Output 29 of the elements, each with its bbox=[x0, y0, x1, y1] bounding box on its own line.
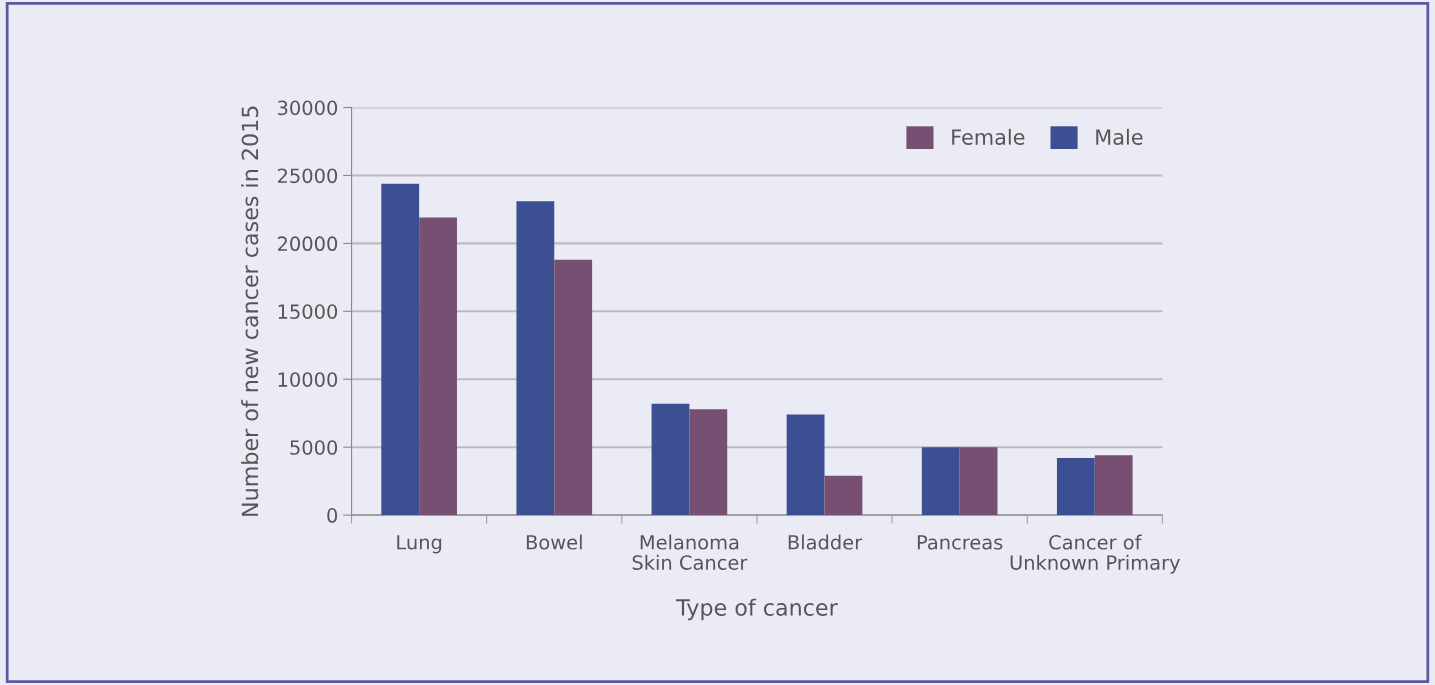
bar bbox=[381, 183, 420, 516]
bar bbox=[824, 475, 863, 516]
bar bbox=[651, 403, 690, 516]
x-tick-label: Lung bbox=[397, 535, 442, 554]
bar bbox=[1094, 455, 1133, 516]
bar bbox=[419, 217, 457, 516]
y-tick-label: 30000 bbox=[278, 100, 338, 116]
y-tick-label: 25000 bbox=[277, 168, 338, 184]
x-axis-title: Type of cancer bbox=[676, 598, 838, 621]
bar bbox=[1056, 458, 1095, 516]
y-tick-label: 20000 bbox=[277, 236, 338, 252]
y-axis-title: Number of new cancer cases in 2015 bbox=[241, 106, 259, 516]
x-tick-label: Bowel bbox=[526, 534, 582, 550]
x-tick-label: Bladder bbox=[788, 534, 863, 550]
bar bbox=[921, 447, 960, 516]
legend-label: Male bbox=[1096, 128, 1143, 145]
y-tick-label: 0 bbox=[327, 508, 338, 523]
bar bbox=[554, 259, 593, 516]
y-tick-label: 5000 bbox=[290, 440, 338, 455]
bar bbox=[786, 414, 825, 516]
x-tick-label: Melanoma Skin Cancer bbox=[632, 534, 748, 570]
x-tick-label: Cancer of Unknown Primary bbox=[1010, 534, 1180, 574]
bar bbox=[689, 409, 728, 516]
bar bbox=[516, 201, 555, 516]
y-tick-label: 15000 bbox=[278, 304, 338, 319]
x-tick-label: Pancreas bbox=[917, 535, 1003, 550]
y-tick-label: 10000 bbox=[278, 372, 338, 387]
legend-label: Female bbox=[952, 128, 1025, 145]
bar bbox=[959, 447, 998, 516]
